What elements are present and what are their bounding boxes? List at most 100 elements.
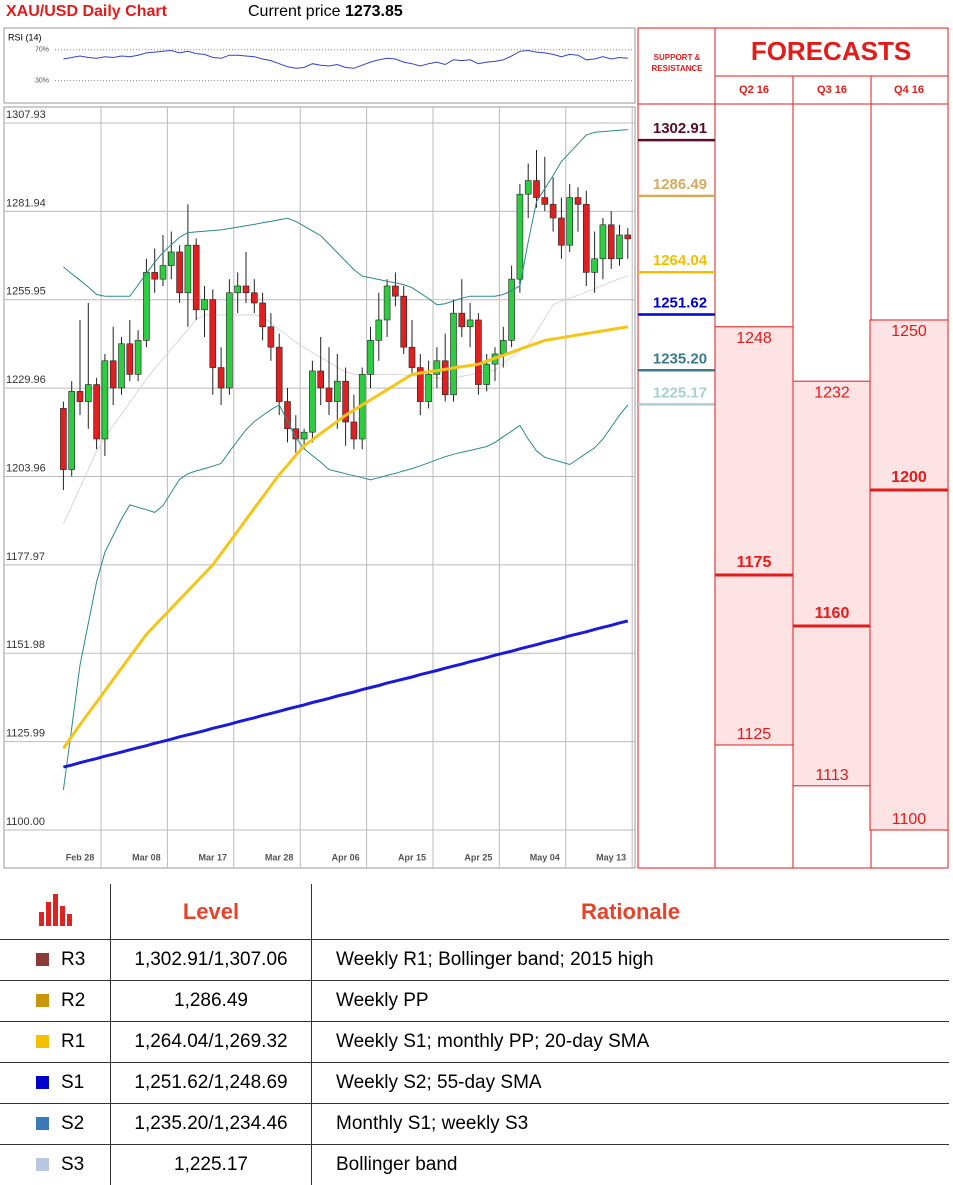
column-label: Q4 16 xyxy=(894,84,924,96)
x-tick-label: Mar 08 xyxy=(132,852,161,862)
rationale-cell: Monthly S1; weekly S3 xyxy=(311,1103,949,1145)
high-label: 1248 xyxy=(736,330,772,347)
forecast-range xyxy=(869,319,949,831)
candle-body xyxy=(192,244,200,311)
level-label: 1286.49 xyxy=(653,176,707,193)
level-name: S2 xyxy=(61,1113,85,1134)
x-tick-label: Feb 28 xyxy=(66,852,95,862)
candle-body xyxy=(599,224,607,260)
level-cell: 1,235.20/1,234.46 xyxy=(110,1103,312,1145)
candle-body xyxy=(85,384,92,402)
rsi-frame xyxy=(3,27,636,104)
levels-title: SUPPORT & RESISTANCE xyxy=(651,53,703,73)
candle-body xyxy=(159,265,167,280)
candle-body xyxy=(176,251,183,294)
candle-body xyxy=(574,197,582,205)
level-cell: 1,225.17 xyxy=(110,1144,312,1185)
candle-body xyxy=(458,312,466,328)
high-label: 1232 xyxy=(814,384,850,401)
level-label: 1264.04 xyxy=(653,252,708,269)
table-row: R2 1,286.49 Weekly PP xyxy=(0,980,949,1022)
table-row: R3 1,302.91/1,307.06 Weekly R1; Bollinger … xyxy=(0,939,949,981)
x-tick-label: Apr 06 xyxy=(332,852,360,862)
candle-body xyxy=(184,244,192,294)
candle-body xyxy=(342,380,349,423)
candle-body xyxy=(109,360,117,389)
level-name: R3 xyxy=(61,949,86,970)
candle-body xyxy=(450,312,457,396)
name-cell: R2 xyxy=(0,980,111,1022)
x-tick-label: Apr 15 xyxy=(398,852,426,862)
level-cell: 1,302.91/1,307.06 xyxy=(110,939,312,981)
rationale-cell: Weekly R1; Bollinger band; 2015 high xyxy=(311,939,949,981)
table-row: S1 1,251.62/1,248.69 Weekly S2; 55-day SMA xyxy=(0,1062,949,1104)
candle-body xyxy=(541,197,549,205)
candle-body xyxy=(566,197,574,246)
candle-body xyxy=(392,285,399,297)
candle-body xyxy=(582,204,590,273)
column-label: Q3 16 xyxy=(817,84,847,96)
candle-body xyxy=(383,285,391,321)
rsi-line xyxy=(63,49,628,69)
bar-icon xyxy=(39,893,72,926)
candle-body xyxy=(333,380,341,402)
level-label: 1235.20 xyxy=(653,350,707,367)
rationale-cell: Bollinger band xyxy=(311,1144,949,1185)
y-tick-label: 1125.99 xyxy=(6,728,45,740)
candle-body xyxy=(508,278,515,341)
candle-body xyxy=(425,374,432,402)
candle-body xyxy=(400,295,408,348)
candle-body xyxy=(242,285,250,294)
y-tick-label: 1203.96 xyxy=(6,462,46,474)
series-line xyxy=(63,619,629,769)
candle-body xyxy=(433,360,441,375)
candle-body xyxy=(76,391,84,402)
legend-swatch xyxy=(36,1035,49,1049)
candle-body xyxy=(168,251,175,266)
forecast-range xyxy=(714,326,794,746)
target-label: 1160 xyxy=(815,605,850,622)
candle-body xyxy=(367,340,374,375)
candle-body xyxy=(151,272,158,280)
candle-body xyxy=(317,370,325,389)
candle-body xyxy=(533,180,540,198)
x-tick-label: Mar 28 xyxy=(265,852,294,862)
chart-panel: XAU/USD Daily Chart Current price 1273.8… xyxy=(3,3,949,869)
candle-body xyxy=(275,346,283,402)
price-caption: Current price xyxy=(248,3,341,20)
name-cell: S3 xyxy=(0,1144,111,1185)
candle-body xyxy=(251,292,258,304)
level-name: S1 xyxy=(61,1072,85,1093)
column-header: Rationale xyxy=(311,884,949,940)
rationale-cell: Weekly S1; monthly PP; 20-day SMA xyxy=(311,1021,949,1063)
name-cell: S2 xyxy=(0,1103,111,1145)
name-cell: R1 xyxy=(0,1021,111,1063)
candle-body xyxy=(591,258,598,273)
candle-body xyxy=(300,431,308,440)
target-label: 1175 xyxy=(737,554,772,571)
candle-body xyxy=(375,319,383,341)
level-label: 1225.17 xyxy=(653,384,707,401)
level-cell: 1,264.04/1,269.32 xyxy=(110,1021,312,1063)
rationale-cell: Weekly PP xyxy=(311,980,949,1022)
y-tick-label: 1229.96 xyxy=(6,374,46,386)
level-cell: 1,286.49 xyxy=(110,980,312,1022)
legend-swatch xyxy=(36,1076,49,1090)
column-header: Level xyxy=(110,884,312,940)
level-name: R1 xyxy=(61,1031,86,1052)
candle-body xyxy=(209,299,217,368)
low-label: 1125 xyxy=(737,726,772,743)
series-line xyxy=(63,129,628,306)
candle-body xyxy=(350,421,358,440)
candle-body xyxy=(607,224,615,260)
series-line xyxy=(62,325,629,750)
candle-body xyxy=(416,367,424,402)
candle-body xyxy=(68,391,75,470)
name-cell: S1 xyxy=(0,1062,111,1104)
candle-body xyxy=(441,360,449,396)
table-row: S3 1,225.17 Bollinger band xyxy=(0,1144,949,1185)
high-label: 1250 xyxy=(891,323,927,340)
chart-title: XAU/USD Daily Chart xyxy=(6,3,168,20)
series-line xyxy=(62,404,629,790)
